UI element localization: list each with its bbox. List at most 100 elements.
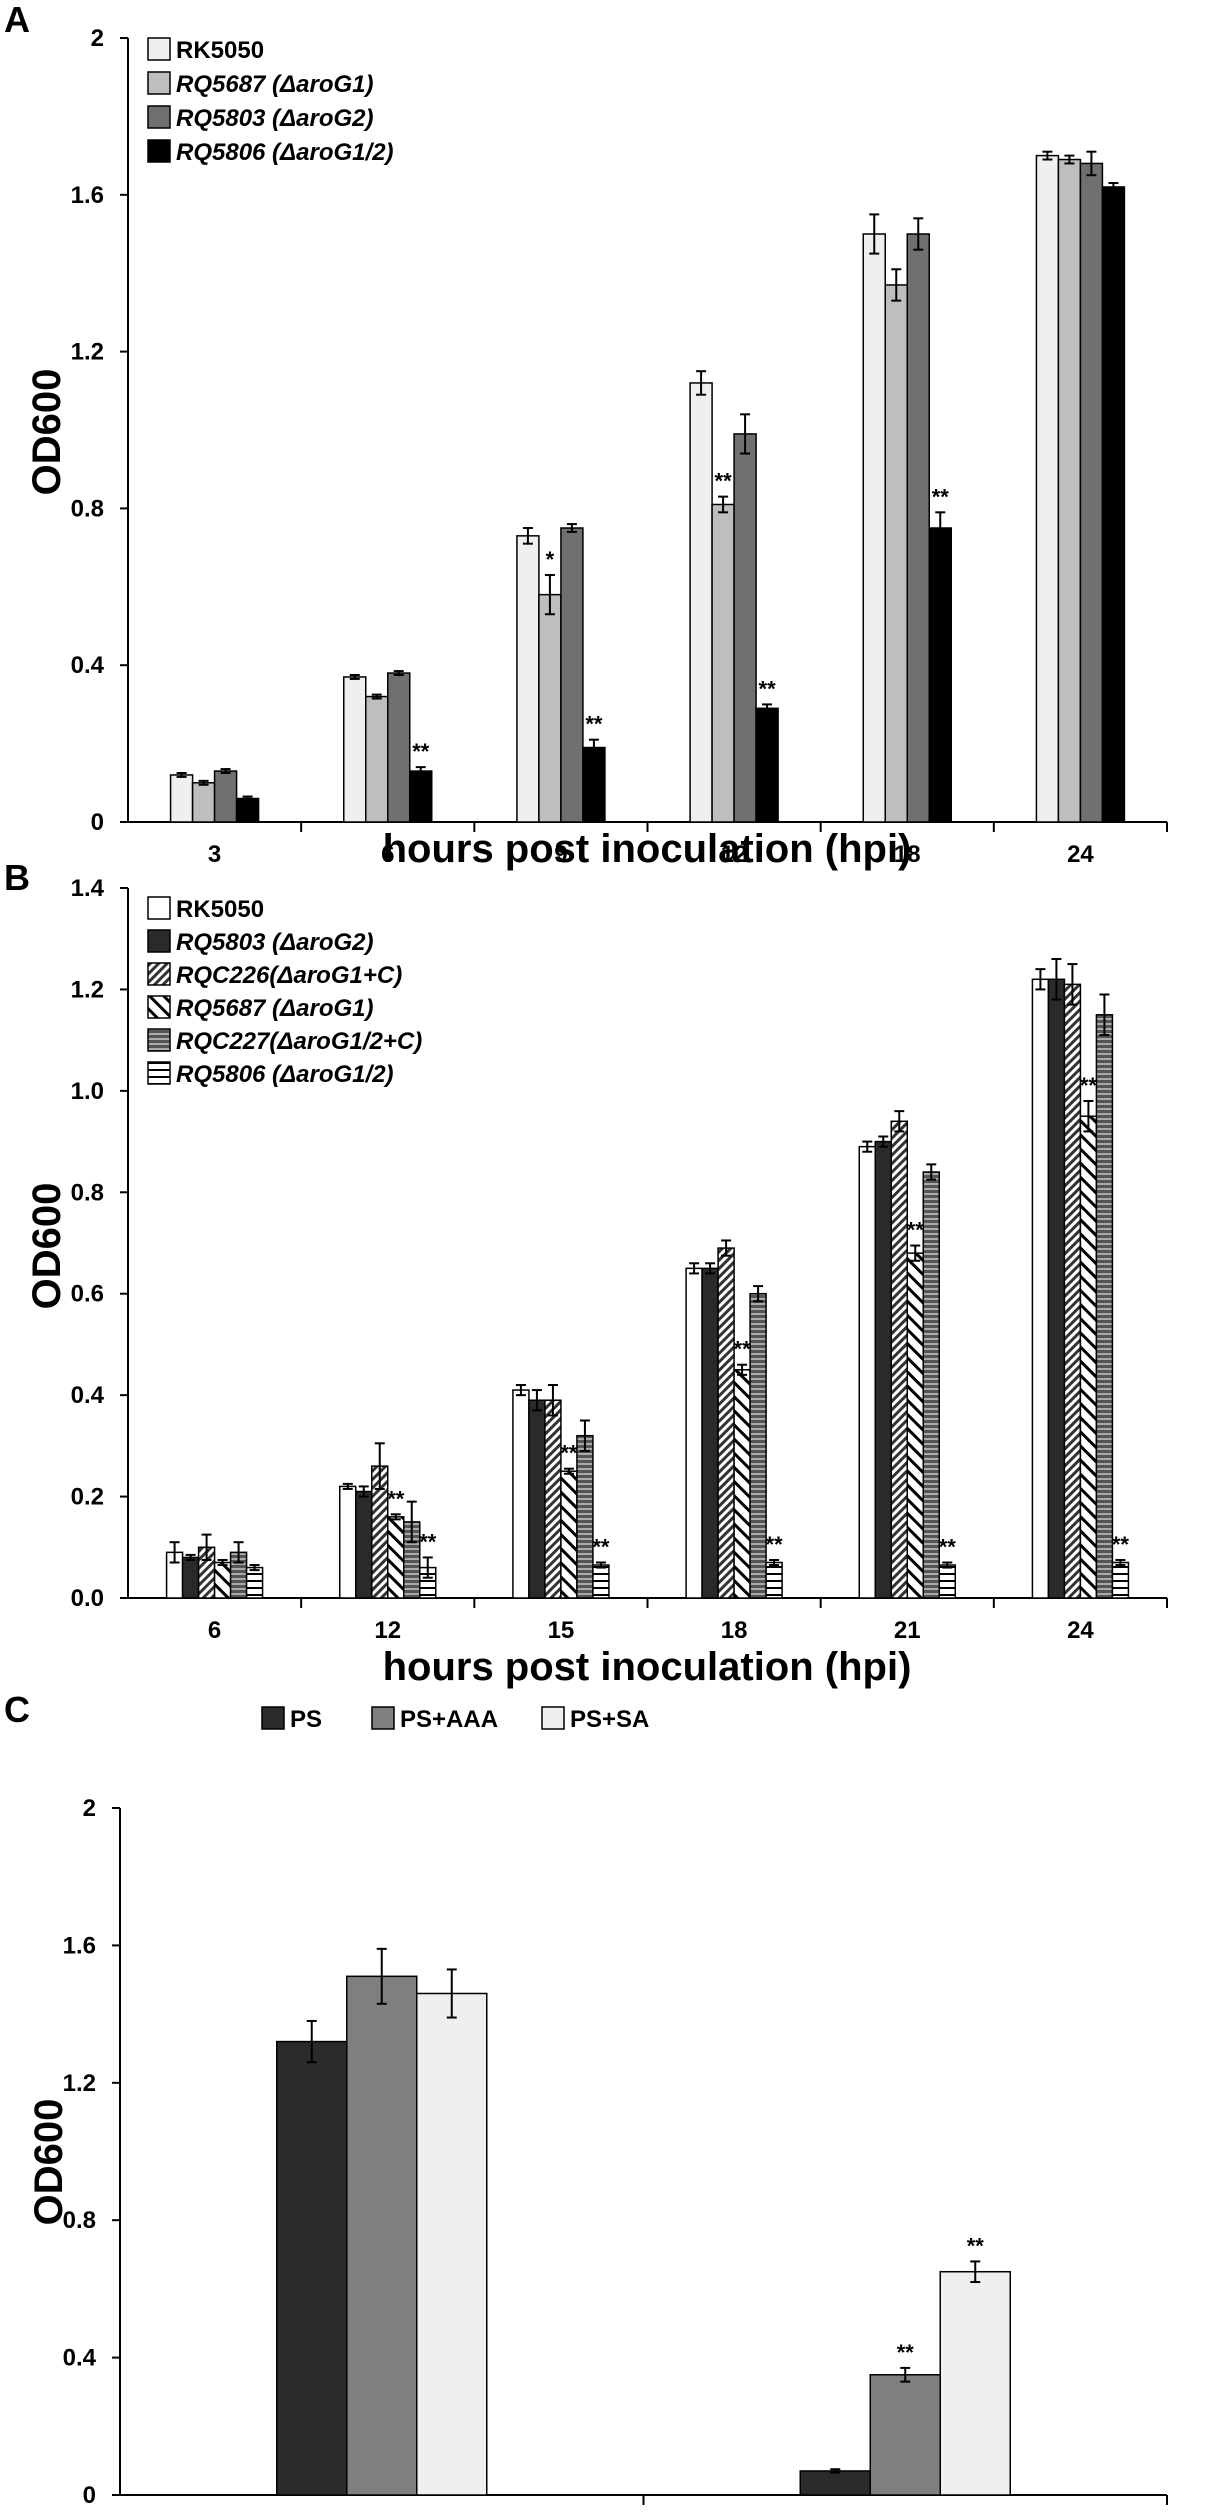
panel-c-legend: PS PS+AAA PS+SA	[261, 1706, 649, 1733]
panel-b-bar	[922, 1171, 940, 1599]
panel-a-legend-label: RK5050	[176, 37, 264, 64]
panel-b-x-axis-title: hours post inoculation (hpi)	[383, 1645, 912, 1689]
panel-a-legend-label: RQ5806 (ΔaroG1/2)	[176, 139, 394, 166]
panel-b-error-bar	[217, 1558, 228, 1567]
panel-b-legend-swatch	[147, 896, 171, 920]
panel-a-bar	[1035, 154, 1060, 823]
panel-b-error-bar	[910, 1244, 921, 1262]
panel-c-y-tick-label: 0.8	[63, 2207, 96, 2234]
panel-b-bar	[512, 1389, 530, 1599]
panel-a-error-bar	[891, 268, 902, 302]
panel-letter-a: A	[4, 0, 30, 40]
panel-b-legend: RK5050 RQ5803 (ΔaroG2) RQC226(ΔaroG1+C) RQ5…	[147, 896, 422, 1088]
panel-b-x-tick-label: 24	[1067, 1617, 1094, 1644]
panel-a-x-tick-label: 24	[1067, 841, 1094, 868]
panel-b-significance-mark: **	[560, 1441, 578, 1466]
panel-b-bar	[528, 1399, 546, 1599]
panel-c-error-bar	[970, 2260, 981, 2284]
panel-a-legend-swatch	[147, 139, 171, 163]
panel-a-error-bar	[1042, 150, 1053, 161]
panel-b-y-tick-label: 0.2	[71, 1484, 104, 1511]
panel-c-legend-label: PS+SA	[570, 1706, 649, 1733]
panel-b-legend-label: RQC227(ΔaroG1/2+C)	[176, 1028, 422, 1055]
panel-c-bar	[416, 1992, 488, 2496]
panel-a-bar	[365, 695, 389, 823]
panel-b-bar	[858, 1145, 876, 1599]
panel-b-y-tick-label: 0.0	[71, 1585, 104, 1612]
panel-b-bar	[560, 1470, 578, 1599]
panel-b: B OD600 hours post inoculation (hpi) 0.0…	[4, 857, 1168, 1689]
panel-b-significance-mark: **	[1112, 1532, 1130, 1557]
panel-a-x-tick-label: 9	[554, 841, 567, 868]
panel-c-error-bar	[306, 2019, 317, 2064]
panel-c-legend-item: PS+SA	[541, 1706, 649, 1733]
panel-a-bar	[862, 233, 886, 823]
panel-c-bar	[939, 2270, 1011, 2496]
panel-c: C OD600 0 0.4 0.8 1.2 1.6 2 RK5050 RQ5806 (Δaro…	[4, 1689, 1168, 2517]
panel-b-legend-item: RQ5803 (ΔaroG2)	[147, 929, 374, 956]
panel-a-legend-item: RK5050	[147, 37, 264, 64]
panel-c-bar	[346, 1975, 418, 2496]
panel-letter-c: C	[4, 1689, 30, 1730]
panel-b-legend-item: RK5050	[147, 896, 264, 923]
panel-a-y-tick-label: 0.8	[71, 495, 104, 522]
panel-b-error-bar	[1099, 993, 1110, 1037]
panel-a-error-bar	[198, 779, 209, 786]
panel-a-significance-mark: **	[412, 739, 430, 764]
panel-b-error-bar	[563, 1467, 574, 1475]
panel-a-error-bar	[718, 495, 729, 514]
panel-b-error-bar	[358, 1485, 369, 1498]
panel-b-error-bar	[579, 1419, 590, 1452]
panel-b-x-tick-label: 12	[374, 1617, 401, 1644]
panel-c-y-tick-label: 2	[83, 1795, 96, 1822]
panel-b-legend-label: RQ5803 (ΔaroG2)	[176, 929, 374, 956]
panel-a-bar	[538, 593, 562, 823]
panel-a-significance-mark: **	[585, 712, 603, 737]
panel-b-legend-item: RQ5806 (ΔaroG1/2)	[147, 1061, 394, 1088]
panel-a-bar	[191, 782, 216, 823]
panel-letter-b: B	[4, 857, 30, 898]
panel-b-significance-mark: **	[907, 1218, 925, 1243]
panel-a-legend-item: RQ5806 (ΔaroG1/2)	[147, 139, 394, 166]
panel-a-legend-swatch	[147, 105, 171, 129]
panel-a-bar	[213, 770, 238, 823]
panel-b-error-bar	[1051, 958, 1062, 1001]
panel-b-error-bar	[926, 1163, 937, 1181]
panel-a-error-bar	[349, 674, 360, 680]
panel-a-legend-swatch	[147, 71, 171, 95]
panel-c-significance-mark: **	[967, 2233, 985, 2258]
panel-a-error-bar	[371, 693, 382, 700]
panel-a-legend-label: RQ5803 (ΔaroG2)	[176, 105, 374, 132]
panel-b-legend-item: RQ5687 (ΔaroG1)	[147, 995, 374, 1022]
panel-a: A OD600 hours post inoculation (hpi) 0 0.…	[4, 0, 1168, 871]
panel-a-significance-mark: *	[546, 547, 555, 572]
panel-a-bar	[516, 535, 540, 823]
panel-b-error-bar	[201, 1533, 212, 1561]
panel-b-significance-mark: **	[419, 1529, 437, 1554]
panel-b-x-tick-label: 6	[208, 1617, 221, 1644]
panel-a-error-bar	[415, 766, 426, 776]
panel-b-error-bar	[249, 1564, 260, 1572]
panel-b-significance-mark: **	[734, 1337, 752, 1362]
panel-b-error-bar	[547, 1384, 558, 1417]
panel-b-significance-mark: **	[387, 1486, 405, 1511]
panel-b-bar	[387, 1516, 405, 1599]
panel-a-x-tick-label: 12	[721, 841, 748, 868]
panel-b-legend-swatch	[147, 962, 171, 986]
panel-b-bar	[685, 1267, 703, 1599]
panel-a-error-bar	[1086, 150, 1097, 177]
panel-b-error-bar	[753, 1285, 764, 1303]
panel-b-bar	[765, 1561, 783, 1599]
panel-a-x-tick-label: 6	[381, 841, 394, 868]
panel-a-bar	[733, 433, 757, 823]
panel-b-error-bar	[769, 1558, 780, 1567]
panel-b-legend-label: RQ5806 (ΔaroG1/2)	[176, 1061, 394, 1088]
panel-a-error-bar	[1064, 154, 1075, 165]
panel-a-error-bar	[220, 768, 231, 774]
panel-b-bar	[906, 1252, 924, 1599]
panel-a-error-bar	[869, 213, 880, 255]
panel-a-bar	[1079, 162, 1104, 823]
panel-b-error-bar	[737, 1363, 748, 1376]
panel-a-error-bar	[566, 523, 577, 533]
panel-a-significance-mark: **	[715, 469, 733, 494]
